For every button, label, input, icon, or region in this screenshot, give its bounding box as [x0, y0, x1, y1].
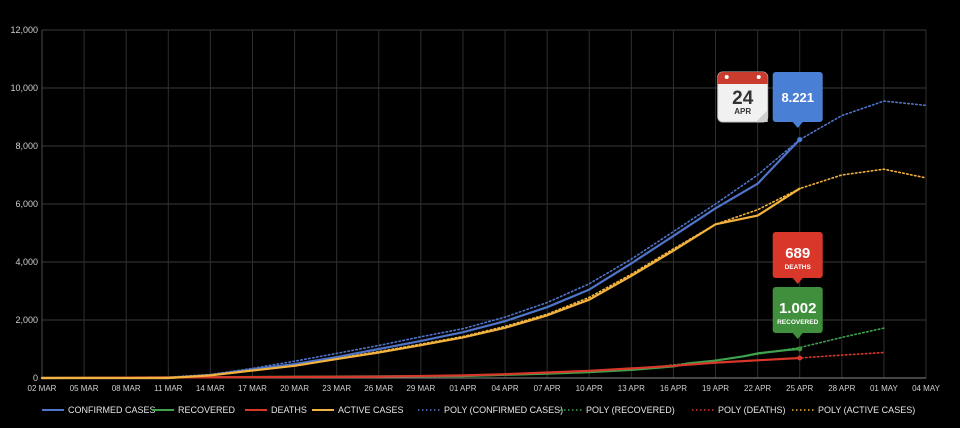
callout-pointer — [792, 333, 803, 339]
legend-item-recovered[interactable]: RECOVERED — [152, 405, 236, 415]
legend-item-poly-confirmed-cases[interactable]: POLY (CONFIRMED CASES) — [418, 405, 563, 415]
legend-item-poly-recovered[interactable]: POLY (RECOVERED) — [560, 405, 675, 415]
calendar-header-fill — [717, 79, 768, 84]
callout-value: 8.221 — [781, 90, 814, 105]
x-tick-label: 28 APR — [828, 384, 855, 393]
grid-lines — [41, 29, 927, 379]
calendar-month: APR — [734, 107, 751, 116]
legend-label: CONFIRMED CASES — [68, 405, 156, 415]
y-tick-label: 4,000 — [15, 257, 38, 267]
callout-sublabel: RECOVERED — [777, 319, 818, 326]
callout-value: 1.002 — [779, 300, 817, 317]
legend-label: POLY (ACTIVE CASES) — [818, 405, 915, 415]
x-tick-label: 16 APR — [660, 384, 687, 393]
x-tick-label: 04 MAY — [912, 384, 941, 393]
x-tick-label: 26 MAR — [364, 384, 393, 393]
calendar-ring — [724, 75, 729, 79]
data-point-marker — [797, 355, 803, 361]
x-tick-label: 01 APR — [449, 384, 476, 393]
x-axis: 02 MAR 05 MAR 08 MAR 11 MAR 14 MAR 17 MAR 20 M… — [28, 377, 941, 393]
series-line-deaths — [40, 356, 801, 380]
legend-item-poly-active-cases[interactable]: POLY (ACTIVE CASES) — [792, 405, 915, 415]
callout-pointer — [792, 278, 803, 284]
legend-item-poly-deaths[interactable]: POLY (DEATHS) — [692, 405, 786, 415]
legend-label: DEATHS — [271, 405, 307, 415]
calendar-ring — [756, 75, 761, 79]
legend-item-active-cases[interactable]: ACTIVE CASES — [312, 405, 404, 415]
x-tick-label: 22 APR — [744, 384, 771, 393]
data-point-marker — [797, 346, 803, 352]
callout-box — [772, 72, 823, 122]
series-line-active-cases — [40, 187, 801, 380]
legend-label: POLY (DEATHS) — [718, 405, 786, 415]
x-tick-label: 08 MAR — [112, 384, 141, 393]
legend-label: ACTIVE CASES — [338, 405, 404, 415]
x-tick-label: 11 MAR — [154, 384, 183, 393]
x-tick-label: 01 MAY — [870, 384, 899, 393]
legend-item-deaths[interactable]: DEATHS — [245, 405, 307, 415]
callout-box — [772, 232, 823, 278]
y-tick-label: 10,000 — [10, 83, 38, 93]
x-tick-label: 13 APR — [618, 384, 645, 393]
x-tick-label: 05 MAR — [70, 384, 99, 393]
callout-confirmed-cases: 8.221 — [772, 72, 823, 143]
y-tick-label: 12,000 — [10, 25, 38, 35]
x-tick-label: 29 MAR — [406, 384, 435, 393]
x-tick-label: 02 MAR — [28, 384, 57, 393]
legend-label: POLY (CONFIRMED CASES) — [444, 405, 563, 415]
callout-deaths: 689 DEATHS — [772, 232, 823, 361]
callout-recovered: 1.002 RECOVERED — [772, 287, 823, 352]
y-tick-label: 8,000 — [15, 141, 38, 151]
y-axis: 0 2,000 4,000 6,000 8,000 10,000 12,000 — [10, 25, 43, 383]
legend-label: RECOVERED — [178, 405, 236, 415]
series-lines — [40, 100, 927, 380]
data-point-marker — [797, 137, 803, 143]
legend-item-confirmed-cases[interactable]: CONFIRMED CASES — [42, 405, 156, 415]
x-tick-label: 14 MAR — [196, 384, 225, 393]
callout-box — [772, 287, 823, 333]
x-tick-label: 23 MAR — [322, 384, 351, 393]
x-tick-label: 10 APR — [576, 384, 603, 393]
callout-pointer — [792, 122, 803, 128]
x-tick-label: 19 APR — [702, 384, 729, 393]
x-tick-label: 25 APR — [786, 384, 813, 393]
x-tick-label: 20 MAR — [280, 384, 309, 393]
callout-value: 689 — [785, 245, 810, 262]
legend: CONFIRMED CASES RECOVERED DEATHS ACTIVE CAS… — [42, 405, 915, 415]
x-tick-label: 04 APR — [491, 384, 518, 393]
calendar-day: 24 — [732, 88, 754, 109]
x-tick-label: 17 MAR — [238, 384, 267, 393]
y-tick-label: 0 — [33, 373, 38, 383]
calendar-page-curl — [755, 110, 768, 122]
x-tick-label: 07 APR — [534, 384, 561, 393]
y-tick-label: 6,000 — [15, 199, 38, 209]
callout-sublabel: DEATHS — [785, 264, 812, 271]
legend-label: POLY (RECOVERED) — [586, 405, 675, 415]
y-tick-label: 2,000 — [15, 315, 38, 325]
